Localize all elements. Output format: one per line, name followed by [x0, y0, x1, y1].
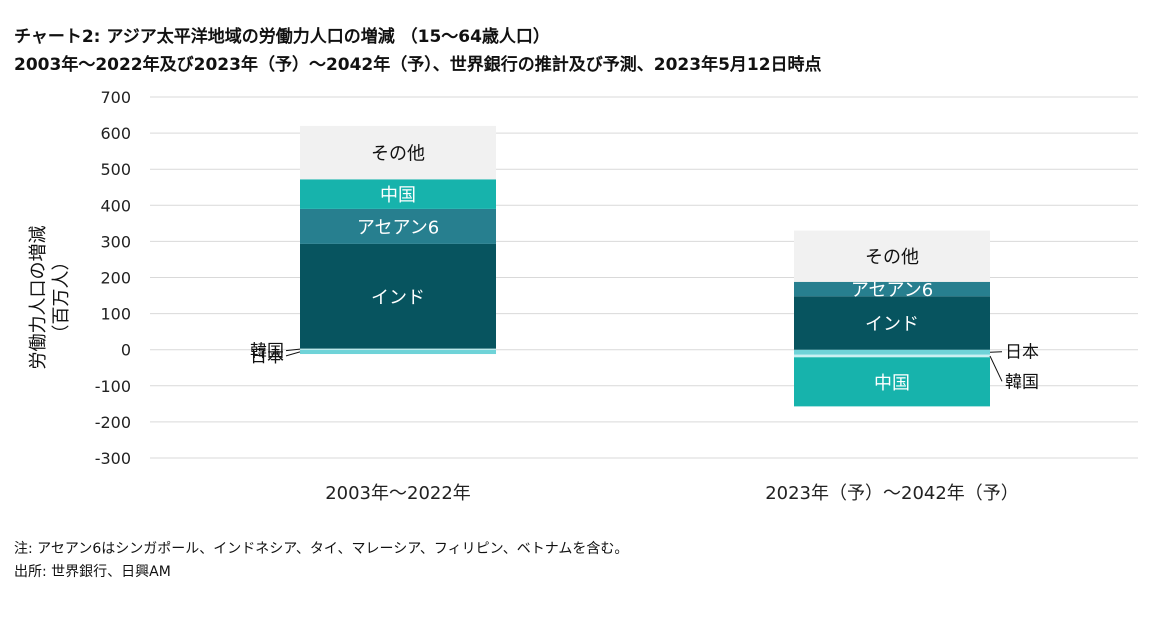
bar-segment	[300, 125, 496, 180]
x-axis: 2003年～2022年 2023年（予）～2042年（予）	[325, 483, 1019, 504]
leader-line	[989, 355, 1003, 382]
data-label: 中国	[874, 373, 910, 394]
y-tick-label: 300	[100, 232, 131, 251]
data-label: 日本	[1005, 343, 1039, 363]
y-tick-label: 500	[100, 160, 131, 179]
data-label: インド	[865, 314, 919, 335]
bar-segment	[794, 281, 990, 297]
y-tick-label: 400	[100, 196, 131, 215]
data-label: 中国	[380, 185, 416, 206]
bar-segment	[794, 354, 990, 358]
y-tick-label: 0	[121, 341, 131, 360]
chart-title: チャート2: アジア太平洋地域の労働力人口の増減 （15～64歳人口）	[14, 27, 550, 47]
x-tick-label: 2023年（予）～2042年（予）	[765, 483, 1019, 504]
data-label: その他	[371, 144, 425, 165]
leader-line	[285, 348, 301, 352]
data-label: 韓国	[1005, 372, 1039, 392]
bar-segment	[794, 296, 990, 350]
bar-segment	[300, 208, 496, 244]
data-label: 韓国	[250, 342, 284, 362]
footnote: 注: アセアン6はシンガポール、インドネシア、タイ、マレーシア、フィリピン、ベト…	[14, 541, 629, 557]
bar-segment	[300, 349, 496, 355]
source-note: 出所: 世界銀行、日興AM	[14, 564, 171, 580]
y-tick-label: -200	[95, 413, 131, 432]
y-axis: 700 600 500 400 300 200 100 0 -100 -200 -300	[95, 88, 131, 468]
bar-segment	[300, 243, 496, 349]
y-tick-label: 700	[100, 88, 131, 107]
y-axis-title-line: 労働力人口の増減	[28, 226, 49, 370]
data-label: アセアン6	[851, 280, 933, 301]
bar-segment	[300, 179, 496, 209]
y-tick-label: 200	[100, 269, 131, 288]
data-label: その他	[865, 247, 919, 268]
bar-segment	[794, 349, 990, 355]
data-label: 日本	[250, 347, 284, 367]
bar-segment	[794, 357, 990, 407]
y-axis-title: 労働力人口の増減 （百万人）	[28, 226, 72, 370]
y-axis-title-line: （百万人）	[51, 253, 72, 343]
y-tick-label: -100	[95, 377, 131, 396]
y-tick-label: 600	[100, 124, 131, 143]
bar-segment	[794, 230, 990, 282]
y-tick-label: 100	[100, 305, 131, 324]
leader-line	[989, 351, 1003, 353]
y-tick-label: -300	[95, 449, 131, 468]
chart-subtitle: 2003年～2022年及び2023年（予）～2042年（予）、世界銀行の推計及び…	[14, 55, 822, 75]
data-label: インド	[371, 287, 425, 308]
bar-segment	[300, 348, 496, 350]
x-tick-label: 2003年～2022年	[325, 483, 471, 504]
leader-line	[285, 351, 301, 357]
data-label: アセアン6	[357, 217, 439, 238]
